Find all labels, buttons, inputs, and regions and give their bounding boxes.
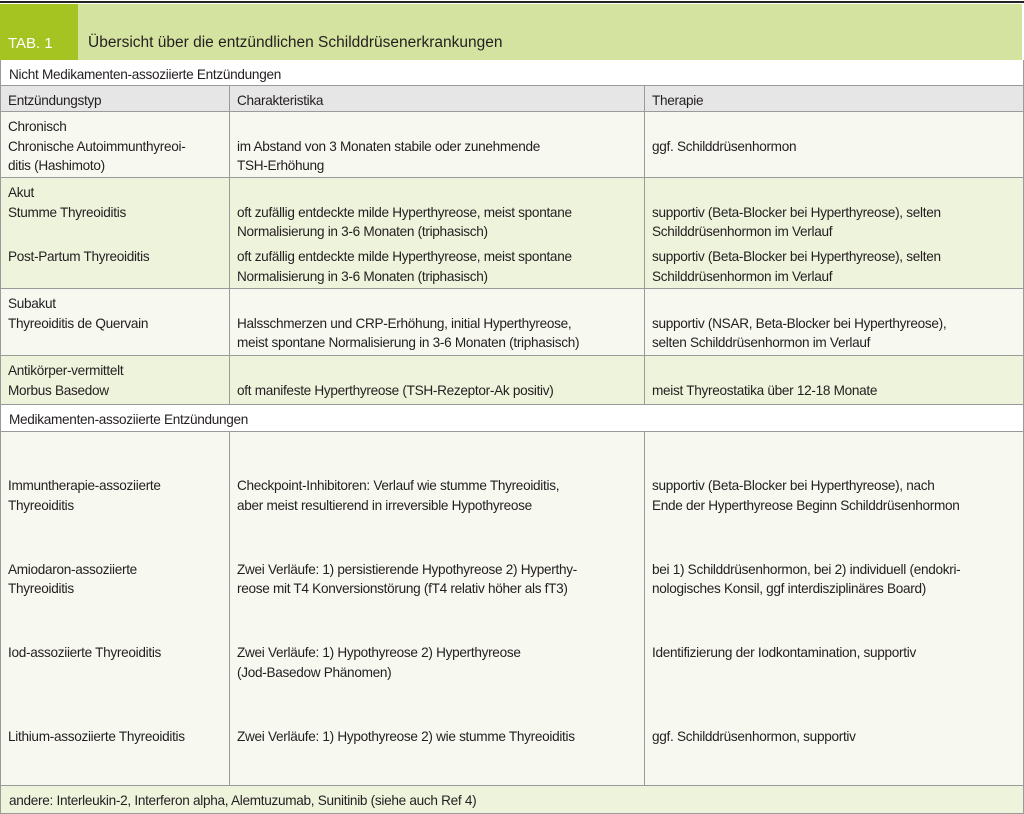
top-rule xyxy=(0,1,1024,3)
type-cell: Immuntherapie-assoziierte Thyreoiditis A… xyxy=(1,432,230,785)
characteristics-text: oft zufällig entdeckte milde Hyperthyreo… xyxy=(237,249,572,284)
section-label: Medikamenten-assoziierte Entzündungen xyxy=(9,412,249,427)
therapy-text: supportiv (Beta-Blocker bei Hyperthyreos… xyxy=(652,249,941,284)
group-label: Subakut xyxy=(8,296,56,311)
therapy-cell: supportiv (Beta-Blocker bei Hyperthyreos… xyxy=(645,178,1023,288)
type-cell: Antikörper-vermittelt Morbus Basedow xyxy=(1,356,230,404)
characteristics-text: Zwei Verläufe: 1) persistierende Hypothy… xyxy=(237,561,577,597)
type-cell: Chronisch Chronische Autoimmunthyreoi- di… xyxy=(1,112,230,177)
therapy-text: bei 1) Schilddrüsenhormon, bei 2) indivi… xyxy=(652,561,961,597)
table-title: Übersicht über die entzündlichen Schildd… xyxy=(88,34,503,51)
section-label: Nicht Medikamenten-assoziierte Entzündun… xyxy=(9,67,281,82)
characteristics-cell: Checkpoint-Inhibitoren: Verlauf wie stum… xyxy=(230,432,645,785)
therapy-text: ggf. Schilddrüsenhormon, supportiv xyxy=(652,728,856,744)
type-cell: Subakut Thyreoiditis de Quervain xyxy=(1,289,230,355)
section-row-non-drug: Nicht Medikamenten-assoziierte Entzündun… xyxy=(1,60,1023,86)
group-label: Antikörper-vermittelt xyxy=(8,363,124,378)
therapy-text: Identifizierung der Iodkontamination, su… xyxy=(652,645,916,660)
therapy-cell: meist Thyreostatika über 12-18 Monate xyxy=(652,382,878,398)
characteristics-text: oft zufällig entdeckte milde Hyperthyreo… xyxy=(237,204,572,240)
table-row-antikoerper: Antikörper-vermittelt Morbus Basedow oft … xyxy=(1,356,1023,405)
section-row-drug: Medikamenten-assoziierte Entzündungen xyxy=(1,405,1023,432)
characteristics-cell: im Abstand von 3 Monaten stabile oder zu… xyxy=(230,112,645,177)
therapy-cell: ggf. Schilddrüsenhormon xyxy=(652,138,797,154)
characteristics-cell: oft manifeste Hyperthyreose (TSH-Rezepto… xyxy=(230,356,645,404)
table-row-akut: Akut Stumme Thyreoiditis Post-Partum Thyre… xyxy=(1,178,1023,289)
therapy-text: supportiv (Beta-Blocker bei Hyperthyreos… xyxy=(652,478,960,513)
type-text: Post-Partum Thyreoiditis xyxy=(8,249,150,264)
type-text: Thyreoiditis de Quervain xyxy=(8,315,149,331)
thyroiditis-table: Nicht Medikamenten-assoziierte Entzündun… xyxy=(0,60,1024,814)
type-text: Stumme Thyreoiditis xyxy=(8,204,126,220)
therapy-cell: supportiv (NSAR, Beta-Blocker bei Hypert… xyxy=(652,315,947,351)
characteristics-text: Checkpoint-Inhibitoren: Verlauf wie stum… xyxy=(237,478,560,513)
footer-note: andere: Interleukin-2, Interferon alpha,… xyxy=(9,793,477,808)
characteristics-text: Zwei Verläufe: 1) Hypothyreose 2) wie st… xyxy=(237,728,575,744)
table-row-subakut: Subakut Thyreoiditis de Quervain Halsschm… xyxy=(1,289,1023,356)
table-number-badge: TAB. 1 xyxy=(0,4,78,60)
type-text: Chronische Autoimmunthyreoi- ditis (Hash… xyxy=(8,138,186,174)
characteristics-cell: Halsschmerzen und CRP-Erhöhung, initial … xyxy=(230,289,645,355)
characteristics-text: Zwei Verläufe: 1) Hypothyreose 2) Hypert… xyxy=(237,645,521,680)
therapy-text: supportiv (Beta-Blocker bei Hyperthyreos… xyxy=(652,204,941,240)
table-number: TAB. 1 xyxy=(8,35,53,52)
table-row-chronisch: Chronisch Chronische Autoimmunthyreoi- di… xyxy=(1,112,1023,178)
column-header-type: Entzündungstyp xyxy=(1,86,230,111)
group-label: Akut xyxy=(8,185,35,200)
therapy-cell: supportiv (Beta-Blocker bei Hyperthyreos… xyxy=(645,432,1023,785)
type-text: Amiodaron-assoziierte Thyreoiditis xyxy=(8,561,137,597)
type-text: Morbus Basedow xyxy=(8,382,109,398)
group-label: Chronisch xyxy=(8,119,67,134)
type-text: Immuntherapie-assoziierte Thyreoiditis xyxy=(8,478,161,513)
characteristics-cell: oft zufällig entdeckte milde Hyperthyreo… xyxy=(230,178,645,288)
table-header: TAB. 1 Übersicht über die entzündlichen … xyxy=(0,4,1022,60)
table-row-drug-group: Immuntherapie-assoziierte Thyreoiditis A… xyxy=(1,432,1023,786)
footer-row: andere: Interleukin-2, Interferon alpha,… xyxy=(1,786,1023,814)
column-header-row: Entzündungstyp Charakteristika Therapie xyxy=(1,86,1023,112)
column-header-characteristics: Charakteristika xyxy=(230,86,645,111)
type-text: Iod-assoziierte Thyreoiditis xyxy=(8,645,162,660)
type-cell: Akut Stumme Thyreoiditis Post-Partum Thyre… xyxy=(1,178,230,288)
type-text: Lithium-assoziierte Thyreoiditis xyxy=(8,728,185,744)
column-header-therapy: Therapie xyxy=(652,93,704,108)
